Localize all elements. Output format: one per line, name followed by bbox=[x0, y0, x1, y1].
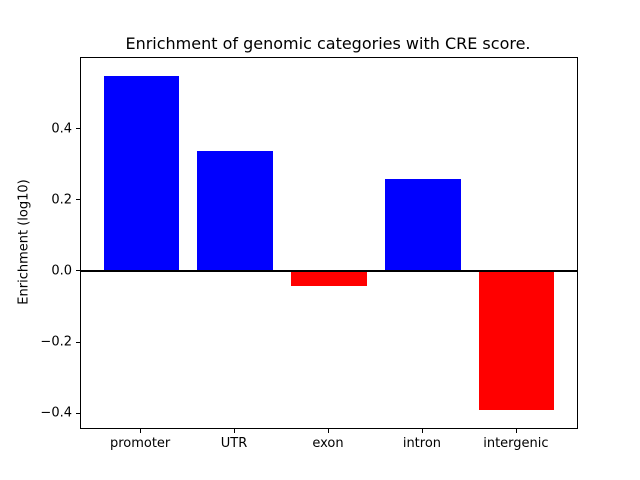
y-tick-mark bbox=[76, 412, 80, 414]
x-tick-label-intergenic: intergenic bbox=[483, 436, 549, 451]
bar-UTR bbox=[197, 150, 273, 272]
y-tick-label: −0.4 bbox=[40, 405, 72, 421]
y-tick-mark bbox=[76, 341, 80, 343]
zero-line bbox=[81, 270, 577, 273]
x-tick-label-UTR: UTR bbox=[220, 436, 248, 451]
bar-intron bbox=[385, 178, 461, 272]
bar-promoter bbox=[103, 75, 179, 272]
y-tick-label: −0.2 bbox=[40, 334, 72, 350]
chart-title: Enrichment of genomic categories with CR… bbox=[125, 34, 531, 53]
x-tick-mark bbox=[234, 429, 236, 433]
x-tick-mark bbox=[140, 429, 142, 433]
y-tick-label: 0.0 bbox=[51, 263, 72, 279]
y-tick-mark bbox=[76, 128, 80, 130]
x-tick-label-intron: intron bbox=[402, 436, 442, 451]
y-tick-label: 0.4 bbox=[51, 121, 72, 137]
x-tick-mark bbox=[421, 429, 423, 433]
x-tick-label-promoter: promoter bbox=[109, 436, 171, 451]
y-tick-mark bbox=[76, 270, 80, 272]
plot-area bbox=[80, 57, 578, 429]
bar-intergenic bbox=[479, 271, 555, 411]
y-tick-label: 0.2 bbox=[51, 192, 72, 208]
x-tick-label-exon: exon bbox=[312, 436, 344, 451]
x-tick-mark bbox=[328, 429, 329, 433]
y-tick-mark bbox=[76, 199, 80, 201]
bar-exon bbox=[291, 271, 367, 286]
x-tick-mark bbox=[515, 429, 517, 433]
